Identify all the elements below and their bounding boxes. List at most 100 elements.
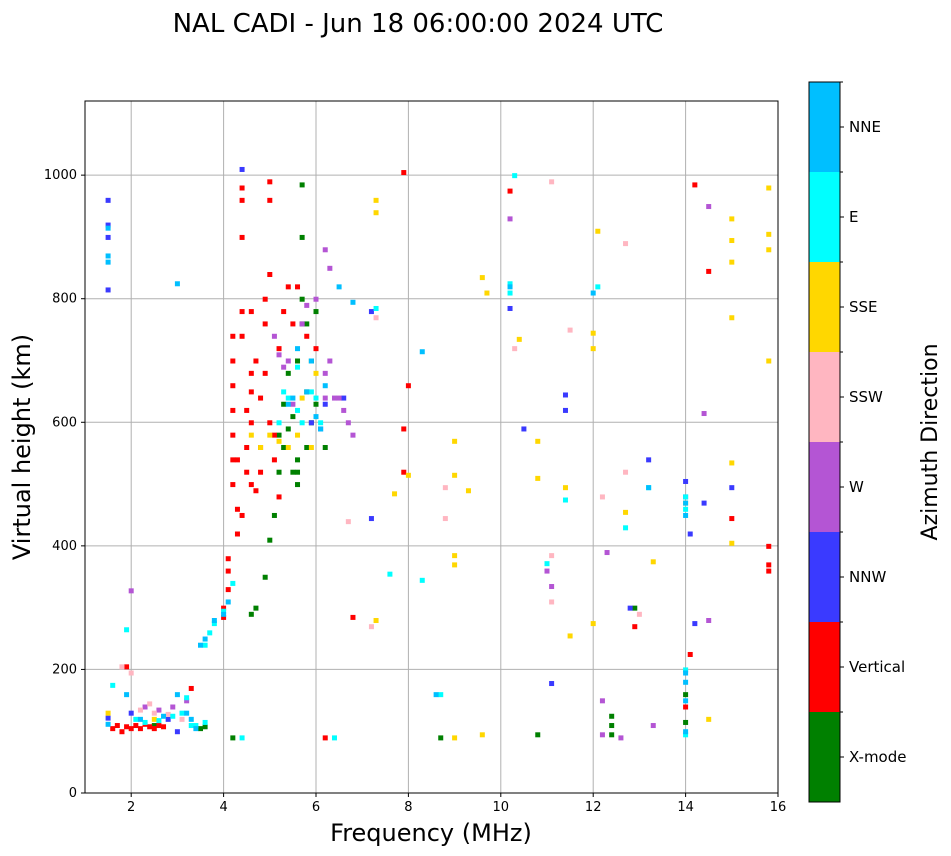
data-point-nne (683, 500, 689, 506)
data-point-nnw (687, 531, 693, 537)
data-point-sse (562, 485, 568, 491)
data-point-x-mode (285, 370, 291, 376)
data-point-nnw (128, 710, 134, 716)
data-point-nnw (174, 729, 180, 735)
data-point-x-mode (151, 723, 157, 729)
data-point-vertical (225, 568, 231, 574)
data-point-x-mode (295, 469, 301, 475)
data-point-x-mode (295, 457, 301, 463)
data-point-nnw (368, 309, 374, 315)
data-point-vertical (221, 614, 227, 620)
data-point-vertical (124, 664, 130, 670)
data-point-sse (595, 228, 601, 234)
data-point-nne (202, 636, 208, 642)
colorbar-segment (809, 622, 840, 712)
data-point-w (650, 723, 656, 729)
data-point-nne (295, 346, 301, 352)
data-point-vertical (230, 358, 236, 364)
data-point-vertical (253, 488, 259, 494)
data-point-vertical (290, 321, 296, 327)
data-point-w (350, 432, 356, 438)
data-point-vertical (401, 469, 407, 475)
data-point-e (544, 561, 550, 567)
data-point-sse (299, 395, 305, 401)
data-point-sse (567, 633, 573, 639)
data-point-vertical (766, 543, 772, 549)
data-point-w (327, 265, 333, 271)
data-point-vertical (267, 272, 273, 277)
data-point-w (142, 704, 148, 710)
data-point-x-mode (438, 735, 444, 741)
data-point-sse (452, 472, 458, 478)
data-point-sse (295, 432, 301, 438)
data-point-sse (373, 618, 379, 623)
data-point-sse (623, 509, 629, 515)
data-point-x-mode (609, 723, 615, 729)
data-point-vertical (258, 395, 264, 401)
y-tick-label: 800 (52, 292, 77, 307)
data-point-ssw (368, 624, 374, 630)
data-point-x-mode (276, 432, 282, 438)
data-point-e (507, 290, 513, 296)
data-point-e (207, 630, 213, 636)
data-point-w (322, 395, 328, 401)
data-point-vertical (322, 735, 328, 741)
data-point-vertical (244, 469, 250, 475)
data-point-e (193, 723, 199, 729)
data-point-sse (729, 315, 735, 321)
data-point-nne (507, 284, 513, 290)
data-points (105, 166, 772, 741)
data-point-sse (405, 472, 411, 478)
data-point-e (211, 621, 217, 627)
data-point-nne (188, 716, 194, 722)
data-point-nne (308, 358, 314, 364)
data-point-sse (258, 445, 264, 450)
data-point-vertical (632, 624, 638, 630)
data-point-nnw (165, 716, 171, 722)
data-point-x-mode (535, 732, 541, 738)
data-point-sse (706, 716, 712, 722)
x-axis-ticks: 2 4 6 8 10 12 14 16 (127, 793, 786, 815)
data-point-nne (105, 225, 111, 231)
data-point-sse (516, 336, 522, 342)
data-point-vertical (239, 197, 245, 203)
data-point-e (202, 719, 208, 725)
data-point-nnw (105, 197, 111, 203)
data-point-vertical (692, 182, 698, 188)
data-point-sse (766, 231, 772, 237)
plot-frame (84, 100, 779, 794)
colorbar-segment (809, 712, 840, 802)
data-point-w (304, 302, 310, 308)
data-point-vertical (188, 685, 194, 691)
data-point-ssw (128, 670, 134, 676)
data-point-vertical (267, 179, 273, 185)
data-point-sse (590, 330, 596, 336)
data-point-nne (646, 485, 652, 491)
y-axis-label: Virtual height (km) (8, 334, 36, 560)
data-point-x-mode (230, 735, 236, 741)
data-point-ssw (599, 494, 605, 500)
colorbar-segment (809, 262, 840, 352)
data-point-e (683, 494, 689, 500)
data-point-sse (285, 445, 291, 450)
data-point-e (230, 580, 236, 586)
data-point-x-mode (290, 469, 296, 475)
data-point-nnw (507, 305, 513, 311)
data-point-x-mode (304, 445, 310, 450)
data-point-vertical (285, 284, 291, 290)
data-point-w (507, 216, 513, 222)
data-point-w (285, 358, 291, 364)
data-point-vertical (271, 457, 277, 463)
data-point-x-mode (281, 445, 287, 450)
data-point-sse (373, 197, 379, 203)
data-point-nnw (105, 287, 111, 293)
data-point-nne (419, 349, 425, 355)
data-point-vertical (401, 426, 407, 432)
data-point-x-mode (267, 537, 273, 543)
data-point-e (562, 497, 568, 503)
y-axis-ticks: 0 200 400 600 800 1000 (44, 168, 85, 801)
data-point-vertical (276, 346, 282, 352)
data-point-e (239, 735, 245, 741)
data-point-nne (124, 692, 130, 698)
